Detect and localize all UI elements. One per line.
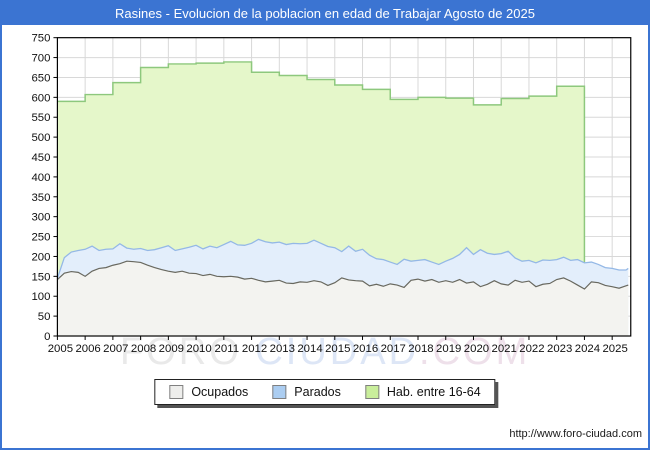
hab-line [57, 61, 586, 337]
watermark-ciudad: CIUDAD [255, 331, 420, 373]
y-tick-label: 50 [38, 311, 51, 323]
legend-label-hab: Hab. entre 16-64 [386, 385, 481, 399]
y-tick-label: 150 [31, 271, 50, 283]
x-tick-label: 2005 [48, 343, 73, 355]
watermark: FORO CIUDAD.COM [120, 331, 530, 374]
y-tick-label: 650 [31, 72, 50, 84]
x-tick-label: 2023 [547, 343, 572, 355]
y-tick-label: 350 [31, 192, 50, 204]
x-tick-label: 2016 [353, 343, 378, 355]
y-tick-label: 700 [31, 53, 50, 65]
y-tick-label: 250 [31, 232, 50, 244]
hab-swatch-icon [364, 385, 379, 399]
y-tick-label: 550 [31, 112, 50, 124]
x-tick-label: 2014 [297, 343, 322, 355]
x-tick-label: 2007 [103, 343, 128, 355]
foro-ciudad-url: http://www.foro-ciudad.com [509, 428, 642, 440]
x-tick-label: 2025 [602, 343, 627, 355]
chart-legend: Ocupados Parados Hab. entre 16-64 [154, 379, 496, 405]
legend-label-ocupados: Ocupados [191, 385, 249, 399]
x-tick-label: 2006 [75, 343, 100, 355]
parados-line [56, 238, 629, 279]
x-tick-label: 2024 [575, 343, 600, 355]
parados-swatch-icon [272, 385, 287, 399]
y-tick-label: 0 [44, 331, 50, 343]
x-tick-label: 2021 [492, 343, 517, 355]
ocupados-line [56, 260, 629, 290]
y-tick-label: 300 [31, 212, 50, 224]
legend-label-parados: Parados [294, 385, 341, 399]
x-tick-label: 2008 [131, 343, 156, 355]
x-tick-label: 2010 [186, 343, 211, 355]
page-title: Rasines - Evolucion de la poblacion en e… [115, 6, 535, 21]
y-tick-label: 500 [31, 132, 50, 144]
ocupados-swatch-icon [169, 385, 184, 399]
x-tick-label: 2015 [325, 343, 350, 355]
watermark-foro: FORO [120, 331, 242, 373]
x-tick-label: 2013 [270, 343, 295, 355]
x-tick-label: 2009 [159, 343, 184, 355]
legend-item-parados: Parados [272, 385, 341, 399]
x-tick-label: 2022 [519, 343, 544, 355]
x-tick-label: 2012 [242, 343, 267, 355]
legend-item-hab: Hab. entre 16-64 [364, 385, 481, 399]
y-tick-label: 600 [31, 92, 50, 104]
x-tick-label: 2011 [215, 343, 239, 355]
ocupados-area [57, 261, 629, 337]
x-tick-label: 2017 [381, 343, 406, 355]
plot-border [56, 37, 632, 337]
title-bar: Rasines - Evolucion de la poblacion en e… [2, 2, 648, 25]
legend-item-ocupados: Ocupados [169, 385, 248, 399]
y-tick-label: 100 [31, 291, 50, 303]
y-tick-label: 450 [31, 152, 50, 164]
x-tick-label: 2019 [436, 343, 461, 355]
y-tick-label: 200 [31, 251, 50, 263]
x-tick-label: 2020 [464, 343, 489, 355]
y-tick-label: 400 [31, 172, 50, 184]
x-tick-label: 2018 [408, 343, 433, 355]
y-tick-label: 750 [31, 33, 50, 45]
